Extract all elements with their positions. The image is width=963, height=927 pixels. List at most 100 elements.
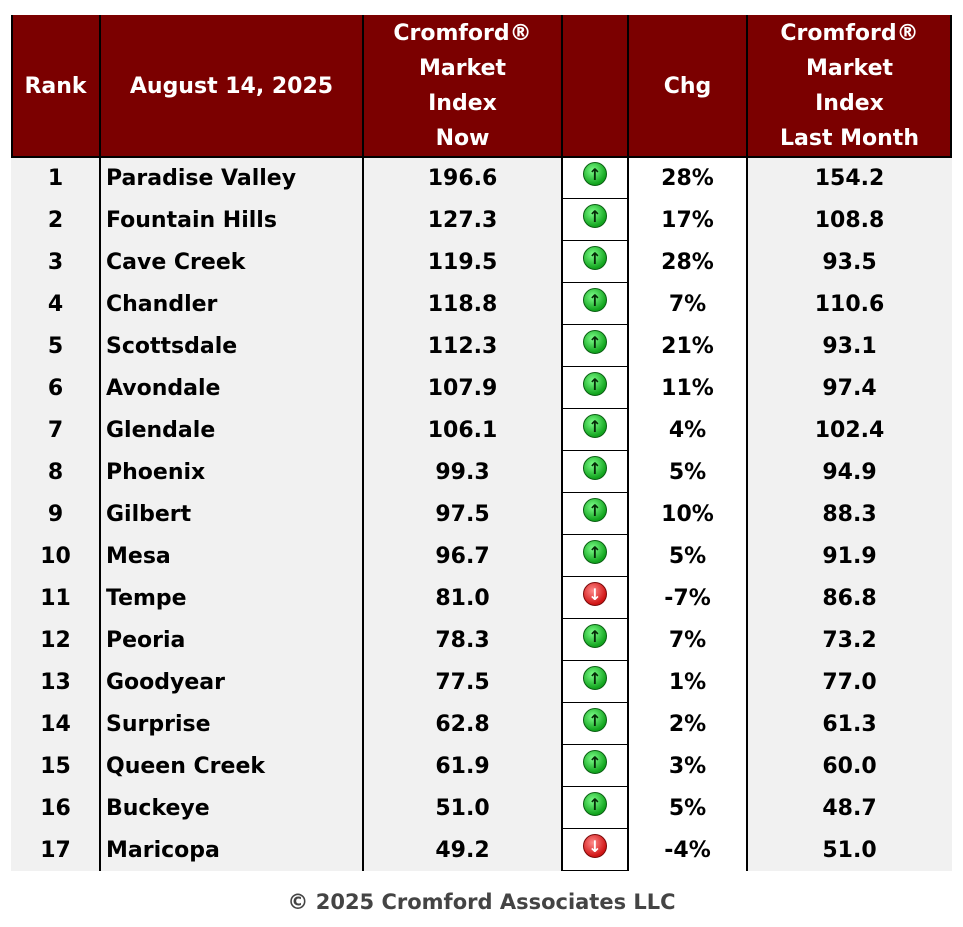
direction-cell: ↑	[562, 493, 628, 535]
chg-cell: 7%	[668, 291, 707, 317]
index-now-cell: 112.3	[363, 325, 562, 367]
index-last-month-cell: 93.5	[747, 241, 952, 283]
index-now-cell: 99.3	[363, 451, 562, 493]
index-last-month-cell: 61.3	[747, 703, 952, 745]
rank-cell: 10	[11, 535, 100, 577]
row-divider	[562, 408, 628, 409]
direction-cell: ↑	[562, 661, 628, 703]
chg-cell: -4%	[664, 837, 711, 863]
direction-cell: ↑	[562, 283, 628, 325]
rank-cell: 7	[11, 409, 100, 451]
rank-cell: 1	[11, 157, 100, 199]
header-index-now: Cromford® Market Index Now	[363, 15, 562, 157]
header-date: August 14, 2025	[100, 15, 363, 157]
index-last-month-cell: 110.6	[747, 283, 952, 325]
direction-cell: ↑	[562, 199, 628, 241]
header-index-now-label: Cromford® Market Index Now	[393, 21, 532, 151]
column-divider	[362, 15, 364, 871]
direction-cell: ↑	[562, 241, 628, 283]
row-divider	[562, 786, 628, 787]
column-divider	[746, 15, 748, 871]
index-last-month-cell: 102.4	[747, 409, 952, 451]
arrow-down-icon: ↓	[583, 834, 607, 858]
header-chg-label: Chg	[663, 73, 712, 99]
rank-cell: 12	[11, 619, 100, 661]
rank-cell: 9	[11, 493, 100, 535]
rank-cell: 13	[11, 661, 100, 703]
city-cell: Cave Creek	[100, 241, 363, 283]
city-cell: Peoria	[100, 619, 363, 661]
header-direction	[562, 15, 628, 157]
direction-cell: ↑	[562, 451, 628, 493]
direction-cell: ↑	[562, 409, 628, 451]
direction-cell: ↑	[562, 325, 628, 367]
city-cell: Buckeye	[100, 787, 363, 829]
arrow-up-icon: ↑	[583, 666, 607, 690]
chg-cell: 28%	[661, 165, 714, 191]
direction-cell: ↑	[562, 787, 628, 829]
city-cell: Queen Creek	[100, 745, 363, 787]
rank-cell: 15	[11, 745, 100, 787]
row-divider	[562, 282, 628, 283]
arrow-up-icon: ↑	[583, 750, 607, 774]
rank-cell: 3	[11, 241, 100, 283]
rank-cell: 5	[11, 325, 100, 367]
index-last-month-cell: 93.1	[747, 325, 952, 367]
chg-cell: 17%	[661, 207, 714, 233]
index-last-month-cell: 97.4	[747, 367, 952, 409]
chg-cell: 10%	[661, 501, 714, 527]
row-divider	[562, 324, 628, 325]
arrow-up-icon: ↑	[583, 414, 607, 438]
arrow-up-icon: ↑	[583, 162, 607, 186]
header-index-last-month-label: Cromford® Market Index Last Month	[780, 21, 919, 151]
row-divider	[562, 744, 628, 745]
header-date-label: August 14, 2025	[129, 73, 334, 99]
rank-cell: 17	[11, 829, 100, 871]
row-divider	[562, 660, 628, 661]
chg-cell: 5%	[668, 459, 707, 485]
city-cell: Maricopa	[100, 829, 363, 871]
row-divider	[562, 534, 628, 535]
city-cell: Scottsdale	[100, 325, 363, 367]
index-now-cell: 97.5	[363, 493, 562, 535]
index-now-cell: 106.1	[363, 409, 562, 451]
market-index-table: Rank August 14, 2025 Cromford® Market Inde…	[11, 15, 952, 871]
row-divider	[562, 702, 628, 703]
arrow-up-icon: ↑	[583, 792, 607, 816]
rank-cell: 8	[11, 451, 100, 493]
chg-cell: 4%	[668, 417, 707, 443]
chg-cell: 7%	[668, 627, 707, 653]
index-last-month-cell: 77.0	[747, 661, 952, 703]
copyright-footer: © 2025 Cromford Associates LLC	[287, 890, 676, 914]
rank-cell: 6	[11, 367, 100, 409]
index-last-month-cell: 86.8	[747, 577, 952, 619]
chg-cell: 28%	[661, 249, 714, 275]
index-now-cell: 81.0	[363, 577, 562, 619]
index-now-cell: 62.8	[363, 703, 562, 745]
row-divider	[562, 870, 628, 871]
chg-cell: 11%	[661, 375, 714, 401]
direction-cell: ↑	[562, 703, 628, 745]
column-divider	[99, 15, 101, 871]
city-cell: Chandler	[100, 283, 363, 325]
header-index-last-month: Cromford® Market Index Last Month	[747, 15, 952, 157]
city-cell: Surprise	[100, 703, 363, 745]
arrow-up-icon: ↑	[583, 330, 607, 354]
index-last-month-cell: 51.0	[747, 829, 952, 871]
row-divider	[562, 450, 628, 451]
chg-cell: 5%	[668, 795, 707, 821]
header-chg: Chg	[628, 15, 747, 157]
table-border	[11, 15, 13, 157]
direction-cell: ↓	[562, 829, 628, 871]
rank-cell: 16	[11, 787, 100, 829]
arrow-up-icon: ↑	[583, 624, 607, 648]
row-divider	[562, 828, 628, 829]
arrow-up-icon: ↑	[583, 204, 607, 228]
city-cell: Glendale	[100, 409, 363, 451]
row-divider	[562, 366, 628, 367]
index-now-cell: 61.9	[363, 745, 562, 787]
direction-cell: ↑	[562, 157, 628, 199]
index-last-month-cell: 88.3	[747, 493, 952, 535]
index-last-month-cell: 94.9	[747, 451, 952, 493]
city-cell: Goodyear	[100, 661, 363, 703]
